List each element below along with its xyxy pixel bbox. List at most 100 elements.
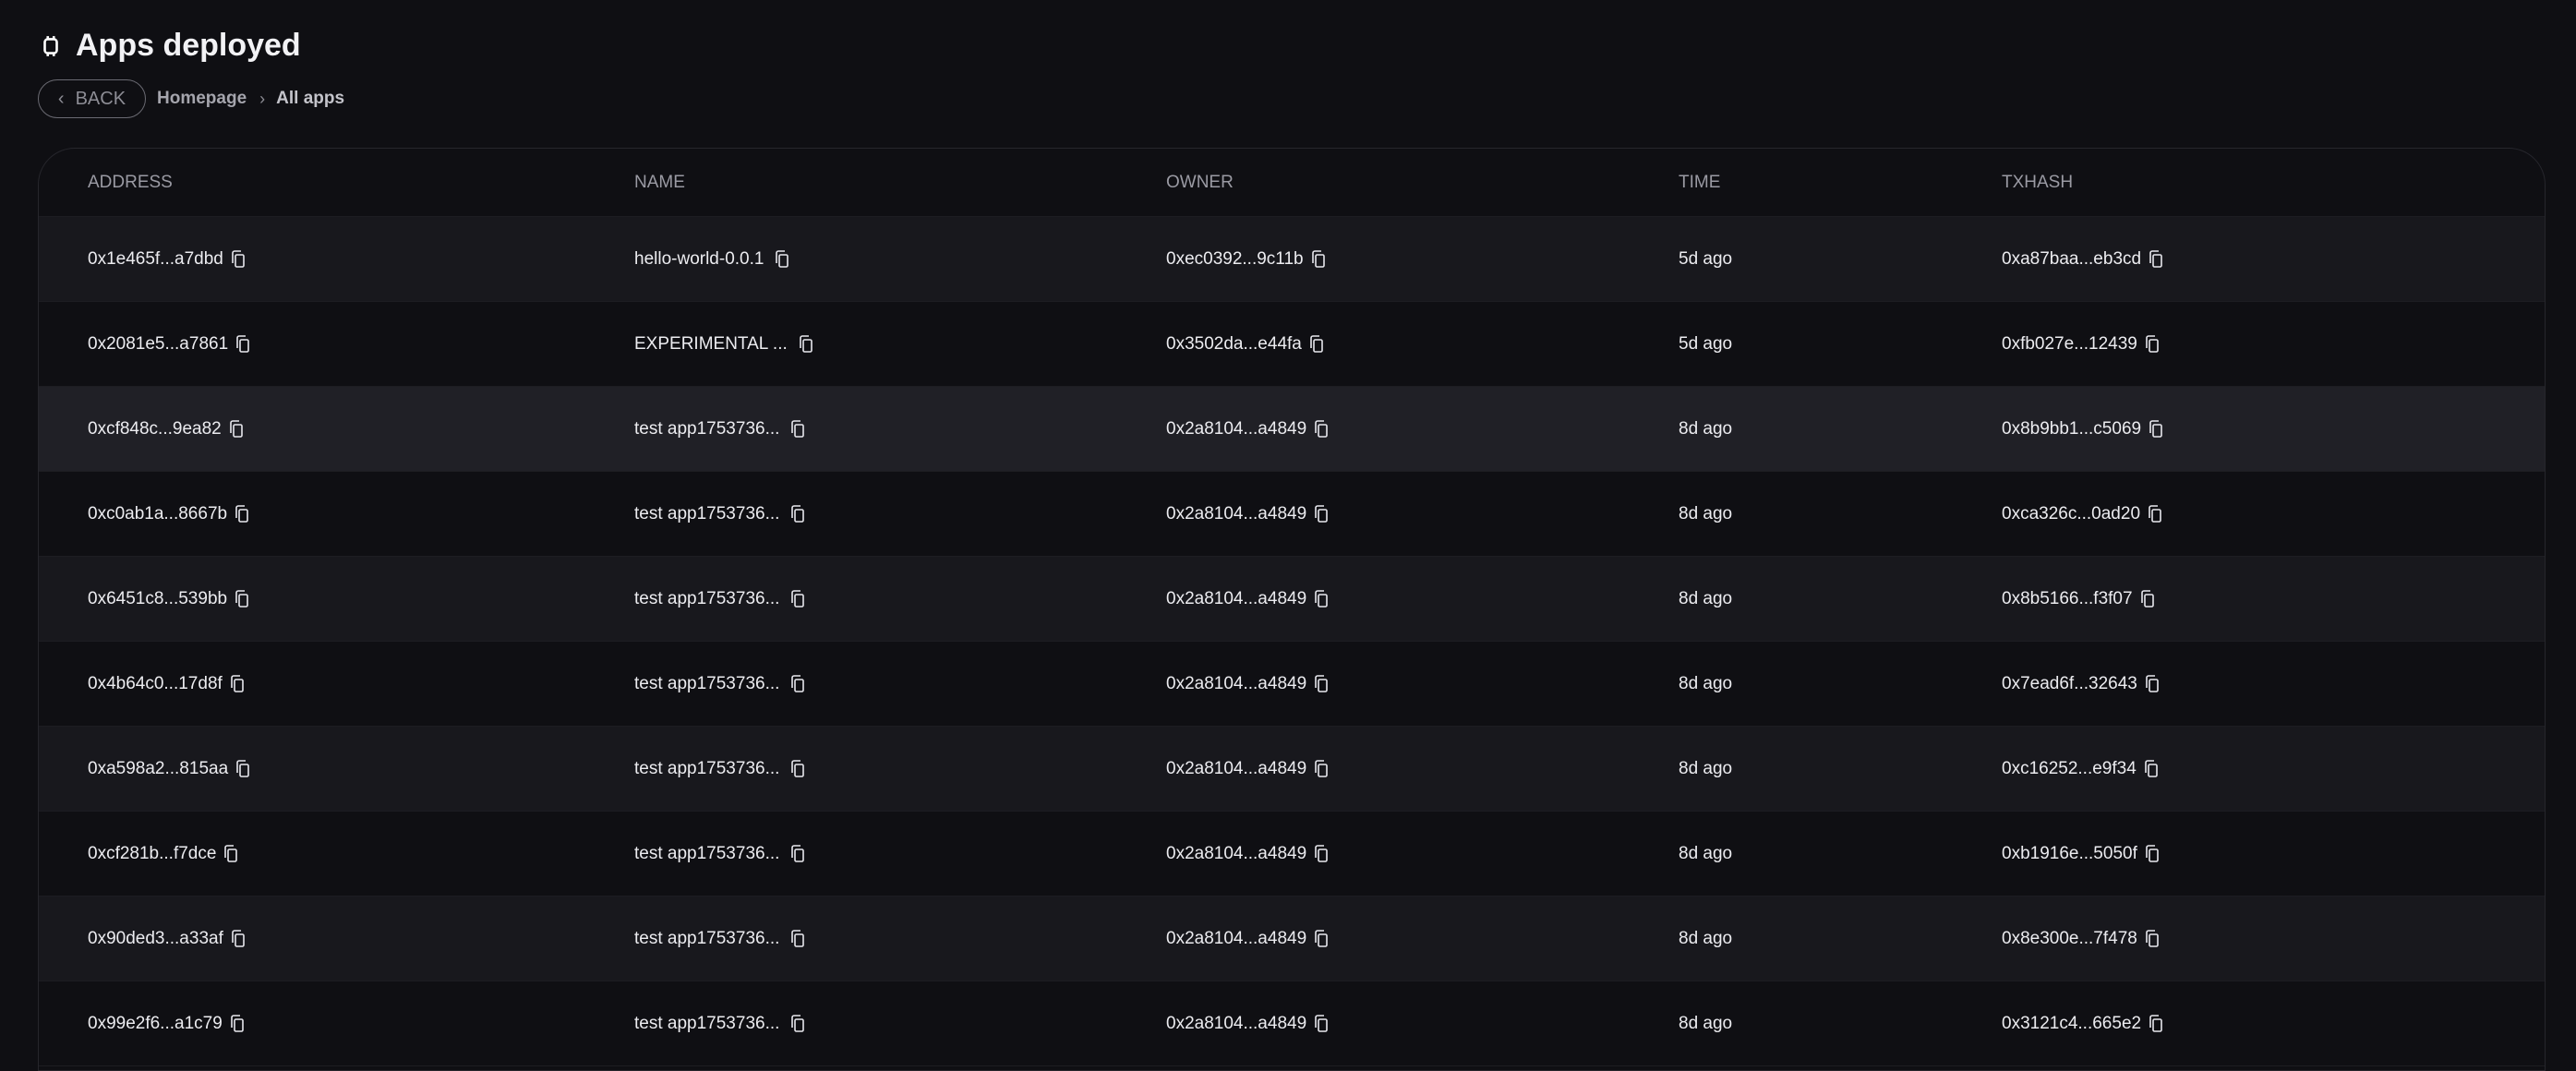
back-button[interactable]: ‹ BACK [38,79,146,118]
name-text: hello-world-0.0.1 [634,248,764,269]
name-text: test app1753736... [634,503,780,523]
copy-icon[interactable] [789,674,806,693]
time-text: 8d ago [1679,758,1733,778]
copy-icon[interactable] [234,504,250,523]
cell-time: 8d ago [1679,419,1732,439]
table-row[interactable]: 0xcf848c...9ea82 test app1753736... 0x2a81… [39,387,2545,472]
table-row[interactable]: 0x1e465f...a7dbd hello-world-0.0.1 0xec039… [39,217,2545,302]
copy-icon[interactable] [2148,249,2164,269]
table-row[interactable]: 0x4b64c0...17d8f test app1753736... 0x2a81… [39,642,2545,727]
copy-icon[interactable] [230,249,247,269]
cell-time: 5d ago [1679,334,1732,355]
copy-icon[interactable] [1313,844,1330,863]
address-text: 0xc0ab1a...8667b [88,503,228,523]
column-header-txhash: TXHASH [2002,172,2074,192]
copy-icon[interactable] [234,589,250,608]
copy-icon[interactable] [789,589,806,608]
copy-icon[interactable] [789,419,806,439]
table-row[interactable]: 0x90ded3...a33af test app1753736... 0x2a81… [39,897,2545,981]
table-row[interactable]: 0xa598a2...815aa test app1753736... 0x2a81… [39,727,2545,812]
copy-icon[interactable] [2148,419,2164,439]
cell-time: 8d ago [1679,674,1732,694]
cell-owner: 0x2a8104...a4849 [1166,419,1330,439]
cell-txhash: 0x8b9bb1...c5069 [2002,419,2164,439]
apps-table: ADDRESS NAME OWNER TIME TXHASH 0x1e465f.… [38,148,2546,1071]
txhash-text: 0x8b5166...f3f07 [2002,588,2133,608]
address-text: 0x4b64c0...17d8f [88,673,223,693]
copy-icon[interactable] [1313,1014,1330,1033]
copy-icon[interactable] [229,674,246,693]
copy-icon[interactable] [230,929,247,948]
copy-icon[interactable] [1308,334,1325,354]
cell-address: 0xa598a2...815aa [88,759,251,779]
copy-icon[interactable] [1313,674,1330,693]
cell-name: test app1753736... [634,674,806,694]
address-text: 0x6451c8...539bb [88,588,228,608]
copy-icon[interactable] [223,844,239,863]
cell-txhash: 0x3121c4...665e2 [2002,1014,2164,1034]
copy-icon[interactable] [1313,929,1330,948]
owner-text: 0xec0392...9c11b [1166,248,1304,269]
copy-icon[interactable] [1310,249,1327,269]
address-text: 0xcf281b...f7dce [88,843,217,863]
name-text: test app1753736... [634,843,780,863]
cell-time: 8d ago [1679,844,1732,864]
copy-icon[interactable] [789,844,806,863]
copy-icon[interactable] [2144,334,2161,354]
copy-icon[interactable] [774,249,790,269]
owner-text: 0x2a8104...a4849 [1166,843,1307,863]
table-header: ADDRESS NAME OWNER TIME TXHASH [39,149,2545,217]
cell-address: 0xcf848c...9ea82 [88,419,245,439]
name-text: test app1753736... [634,928,780,948]
table-row[interactable]: 0x99e2f6...a1c79 test app1753736... 0x2a81… [39,981,2545,1066]
table-row[interactable]: 0x2081e5...a7861 EXPERIMENTAL ... 0x3502da… [39,302,2545,387]
cell-address: 0x99e2f6...a1c79 [88,1014,246,1034]
cell-owner: 0x2a8104...a4849 [1166,504,1330,524]
address-text: 0x2081e5...a7861 [88,333,229,354]
copy-icon[interactable] [1313,589,1330,608]
cell-name: test app1753736... [634,759,806,779]
copy-icon[interactable] [789,759,806,778]
copy-icon[interactable] [228,419,245,439]
breadcrumb-homepage[interactable]: Homepage [157,89,247,108]
copy-icon[interactable] [2144,674,2161,693]
copy-icon[interactable] [789,504,806,523]
cell-address: 0x90ded3...a33af [88,929,247,949]
copy-icon[interactable] [229,1014,246,1033]
cell-txhash: 0x8e300e...7f478 [2002,929,2161,949]
name-text: test app1753736... [634,673,780,693]
copy-icon[interactable] [1313,419,1330,439]
copy-icon[interactable] [2147,504,2163,523]
copy-icon[interactable] [789,929,806,948]
owner-text: 0x3502da...e44fa [1166,333,1302,354]
cell-txhash: 0xc16252...e9f34 [2002,759,2160,779]
copy-icon[interactable] [798,334,814,354]
cell-owner: 0x3502da...e44fa [1166,334,1325,355]
chip-icon [43,35,58,56]
txhash-text: 0x8e300e...7f478 [2002,928,2137,948]
copy-icon[interactable] [2148,1014,2164,1033]
table-row[interactable]: 0xc0ab1a...8667b test app1753736... 0x2a81… [39,472,2545,557]
copy-icon[interactable] [789,1014,806,1033]
name-text: test app1753736... [634,588,780,608]
table-row[interactable]: 0xcf281b...f7dce test app1753736... 0x2a81… [39,812,2545,897]
cell-time: 8d ago [1679,504,1732,524]
copy-icon[interactable] [2139,589,2156,608]
time-text: 8d ago [1679,843,1733,863]
chevron-right-icon: › [259,89,266,108]
cell-address: 0x2081e5...a7861 [88,334,251,355]
address-text: 0xcf848c...9ea82 [88,418,222,439]
copy-icon[interactable] [2144,929,2161,948]
copy-icon[interactable] [2144,844,2161,863]
copy-icon[interactable] [1313,759,1330,778]
copy-icon[interactable] [2143,759,2160,778]
copy-icon[interactable] [235,334,251,354]
table-row[interactable]: 0x6451c8...539bb test app1753736... 0x2a81… [39,557,2545,642]
txhash-text: 0xb1916e...5050f [2002,843,2137,863]
copy-icon[interactable] [1313,504,1330,523]
owner-text: 0x2a8104...a4849 [1166,418,1307,439]
column-header-address: ADDRESS [88,172,173,192]
cell-name: test app1753736... [634,929,806,949]
cell-time: 8d ago [1679,929,1732,949]
copy-icon[interactable] [235,759,251,778]
